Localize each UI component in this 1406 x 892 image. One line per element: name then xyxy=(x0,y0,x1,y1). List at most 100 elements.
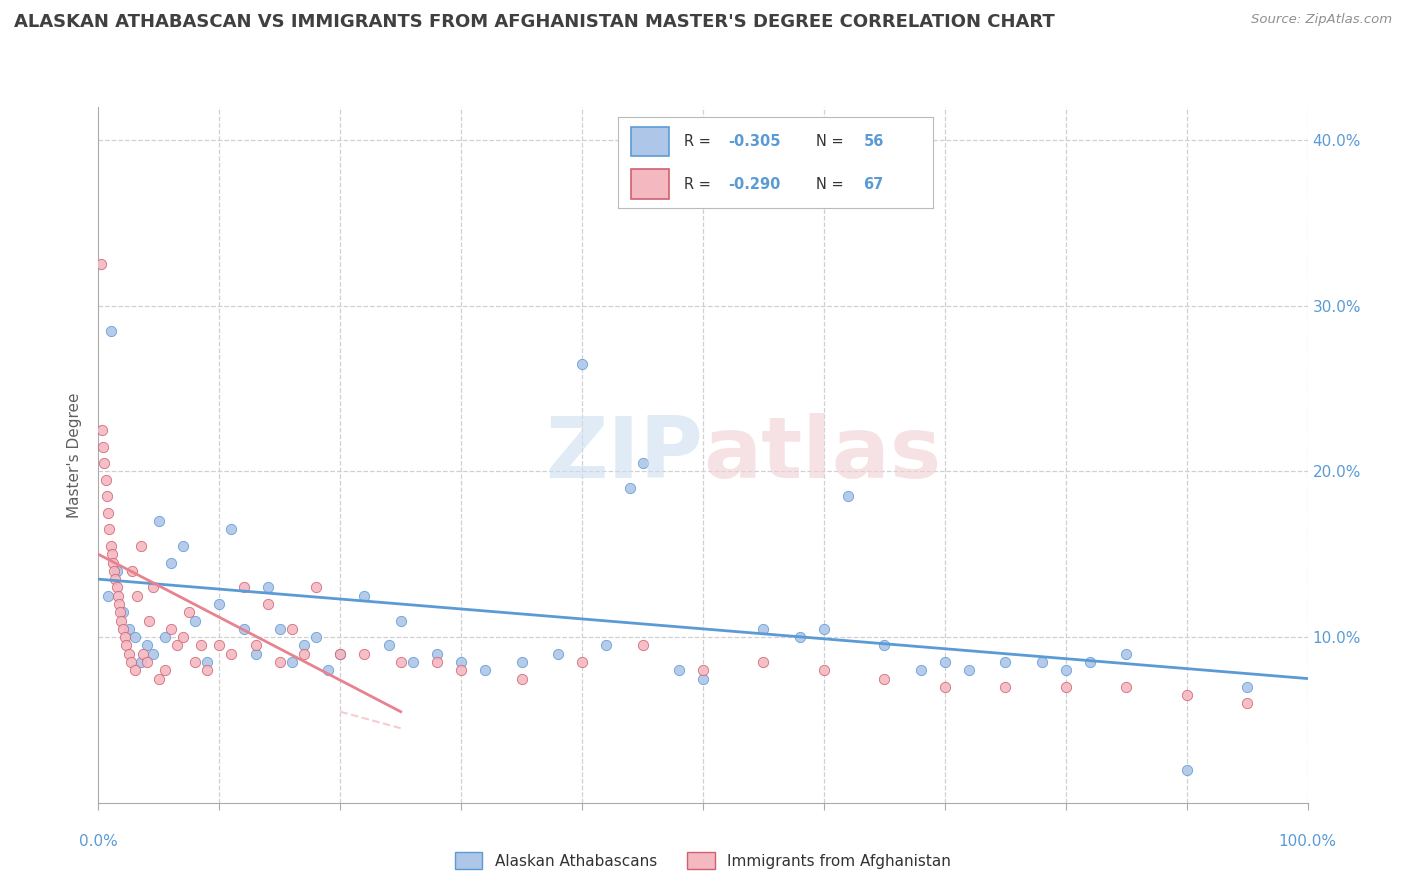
Point xyxy=(166,639,188,653)
Point xyxy=(305,630,328,644)
Text: 100.0%: 100.0% xyxy=(1278,834,1337,849)
Point xyxy=(450,655,472,669)
Point xyxy=(104,572,127,586)
Point xyxy=(124,630,146,644)
Point xyxy=(184,614,207,628)
Point xyxy=(547,647,569,661)
Point xyxy=(1078,655,1101,669)
Point xyxy=(124,663,146,677)
Point xyxy=(873,639,896,653)
Point xyxy=(305,581,328,595)
Point xyxy=(148,672,170,686)
Point xyxy=(813,622,835,636)
Point xyxy=(107,589,129,603)
Point xyxy=(450,663,472,677)
Point xyxy=(668,663,690,677)
Point xyxy=(118,622,141,636)
Point xyxy=(97,589,120,603)
Text: ALASKAN ATHABASCAN VS IMMIGRANTS FROM AFGHANISTAN MASTER'S DEGREE CORRELATION CH: ALASKAN ATHABASCAN VS IMMIGRANTS FROM AF… xyxy=(14,13,1054,31)
Point xyxy=(90,257,112,271)
Point xyxy=(1236,680,1258,694)
Point xyxy=(752,622,775,636)
Point xyxy=(208,597,231,611)
Point xyxy=(172,630,194,644)
Point xyxy=(97,506,120,520)
Point xyxy=(148,514,170,528)
Point xyxy=(631,456,654,470)
Point xyxy=(160,622,183,636)
Text: Source: ZipAtlas.com: Source: ZipAtlas.com xyxy=(1251,13,1392,27)
Point xyxy=(127,589,149,603)
Point xyxy=(474,663,496,677)
Point xyxy=(1175,763,1198,777)
Point xyxy=(118,647,141,661)
Point xyxy=(221,523,243,537)
Point xyxy=(256,597,278,611)
Point xyxy=(111,605,134,619)
Point xyxy=(129,539,152,553)
Point xyxy=(510,672,533,686)
Point xyxy=(1031,655,1053,669)
Point xyxy=(195,655,218,669)
Point xyxy=(245,639,267,653)
Point xyxy=(100,539,122,553)
Point xyxy=(105,581,128,595)
Point xyxy=(353,647,375,661)
Point xyxy=(934,680,956,694)
Point xyxy=(91,440,114,454)
Point xyxy=(114,630,136,644)
Point xyxy=(1115,647,1137,661)
Point xyxy=(631,639,654,653)
Point xyxy=(752,655,775,669)
Point xyxy=(105,564,128,578)
Point xyxy=(179,605,201,619)
Point xyxy=(994,655,1017,669)
Point xyxy=(316,663,339,677)
Point xyxy=(510,655,533,669)
Point xyxy=(1054,680,1077,694)
Point xyxy=(595,639,617,653)
Point xyxy=(619,481,641,495)
Point xyxy=(94,473,117,487)
Point xyxy=(221,647,243,661)
Point xyxy=(153,630,176,644)
Point xyxy=(353,589,375,603)
Point xyxy=(132,647,155,661)
Point xyxy=(100,547,122,561)
Point xyxy=(101,556,124,570)
Point xyxy=(184,655,207,669)
Point xyxy=(329,647,352,661)
Point xyxy=(93,456,115,470)
Point xyxy=(135,655,157,669)
Point xyxy=(692,663,714,677)
Point xyxy=(426,647,449,661)
Point xyxy=(789,630,811,644)
Point xyxy=(172,539,194,553)
Point xyxy=(837,489,859,503)
Point xyxy=(91,423,114,437)
Point xyxy=(571,357,593,371)
Point xyxy=(115,639,138,653)
Point xyxy=(571,655,593,669)
Point xyxy=(96,489,118,503)
Point xyxy=(208,639,231,653)
Point xyxy=(121,564,143,578)
Point xyxy=(813,663,835,677)
Point xyxy=(153,663,176,677)
Point xyxy=(873,672,896,686)
Point xyxy=(142,581,165,595)
Text: atlas: atlas xyxy=(703,413,941,497)
Point xyxy=(1054,663,1077,677)
Point xyxy=(98,523,121,537)
Point xyxy=(1175,688,1198,702)
Point xyxy=(377,639,399,653)
Point xyxy=(426,655,449,669)
Point xyxy=(111,622,134,636)
Point xyxy=(292,639,315,653)
Point xyxy=(108,597,131,611)
Point xyxy=(934,655,956,669)
Point xyxy=(281,622,304,636)
Point xyxy=(1236,697,1258,711)
Point xyxy=(142,647,165,661)
Point xyxy=(120,655,142,669)
